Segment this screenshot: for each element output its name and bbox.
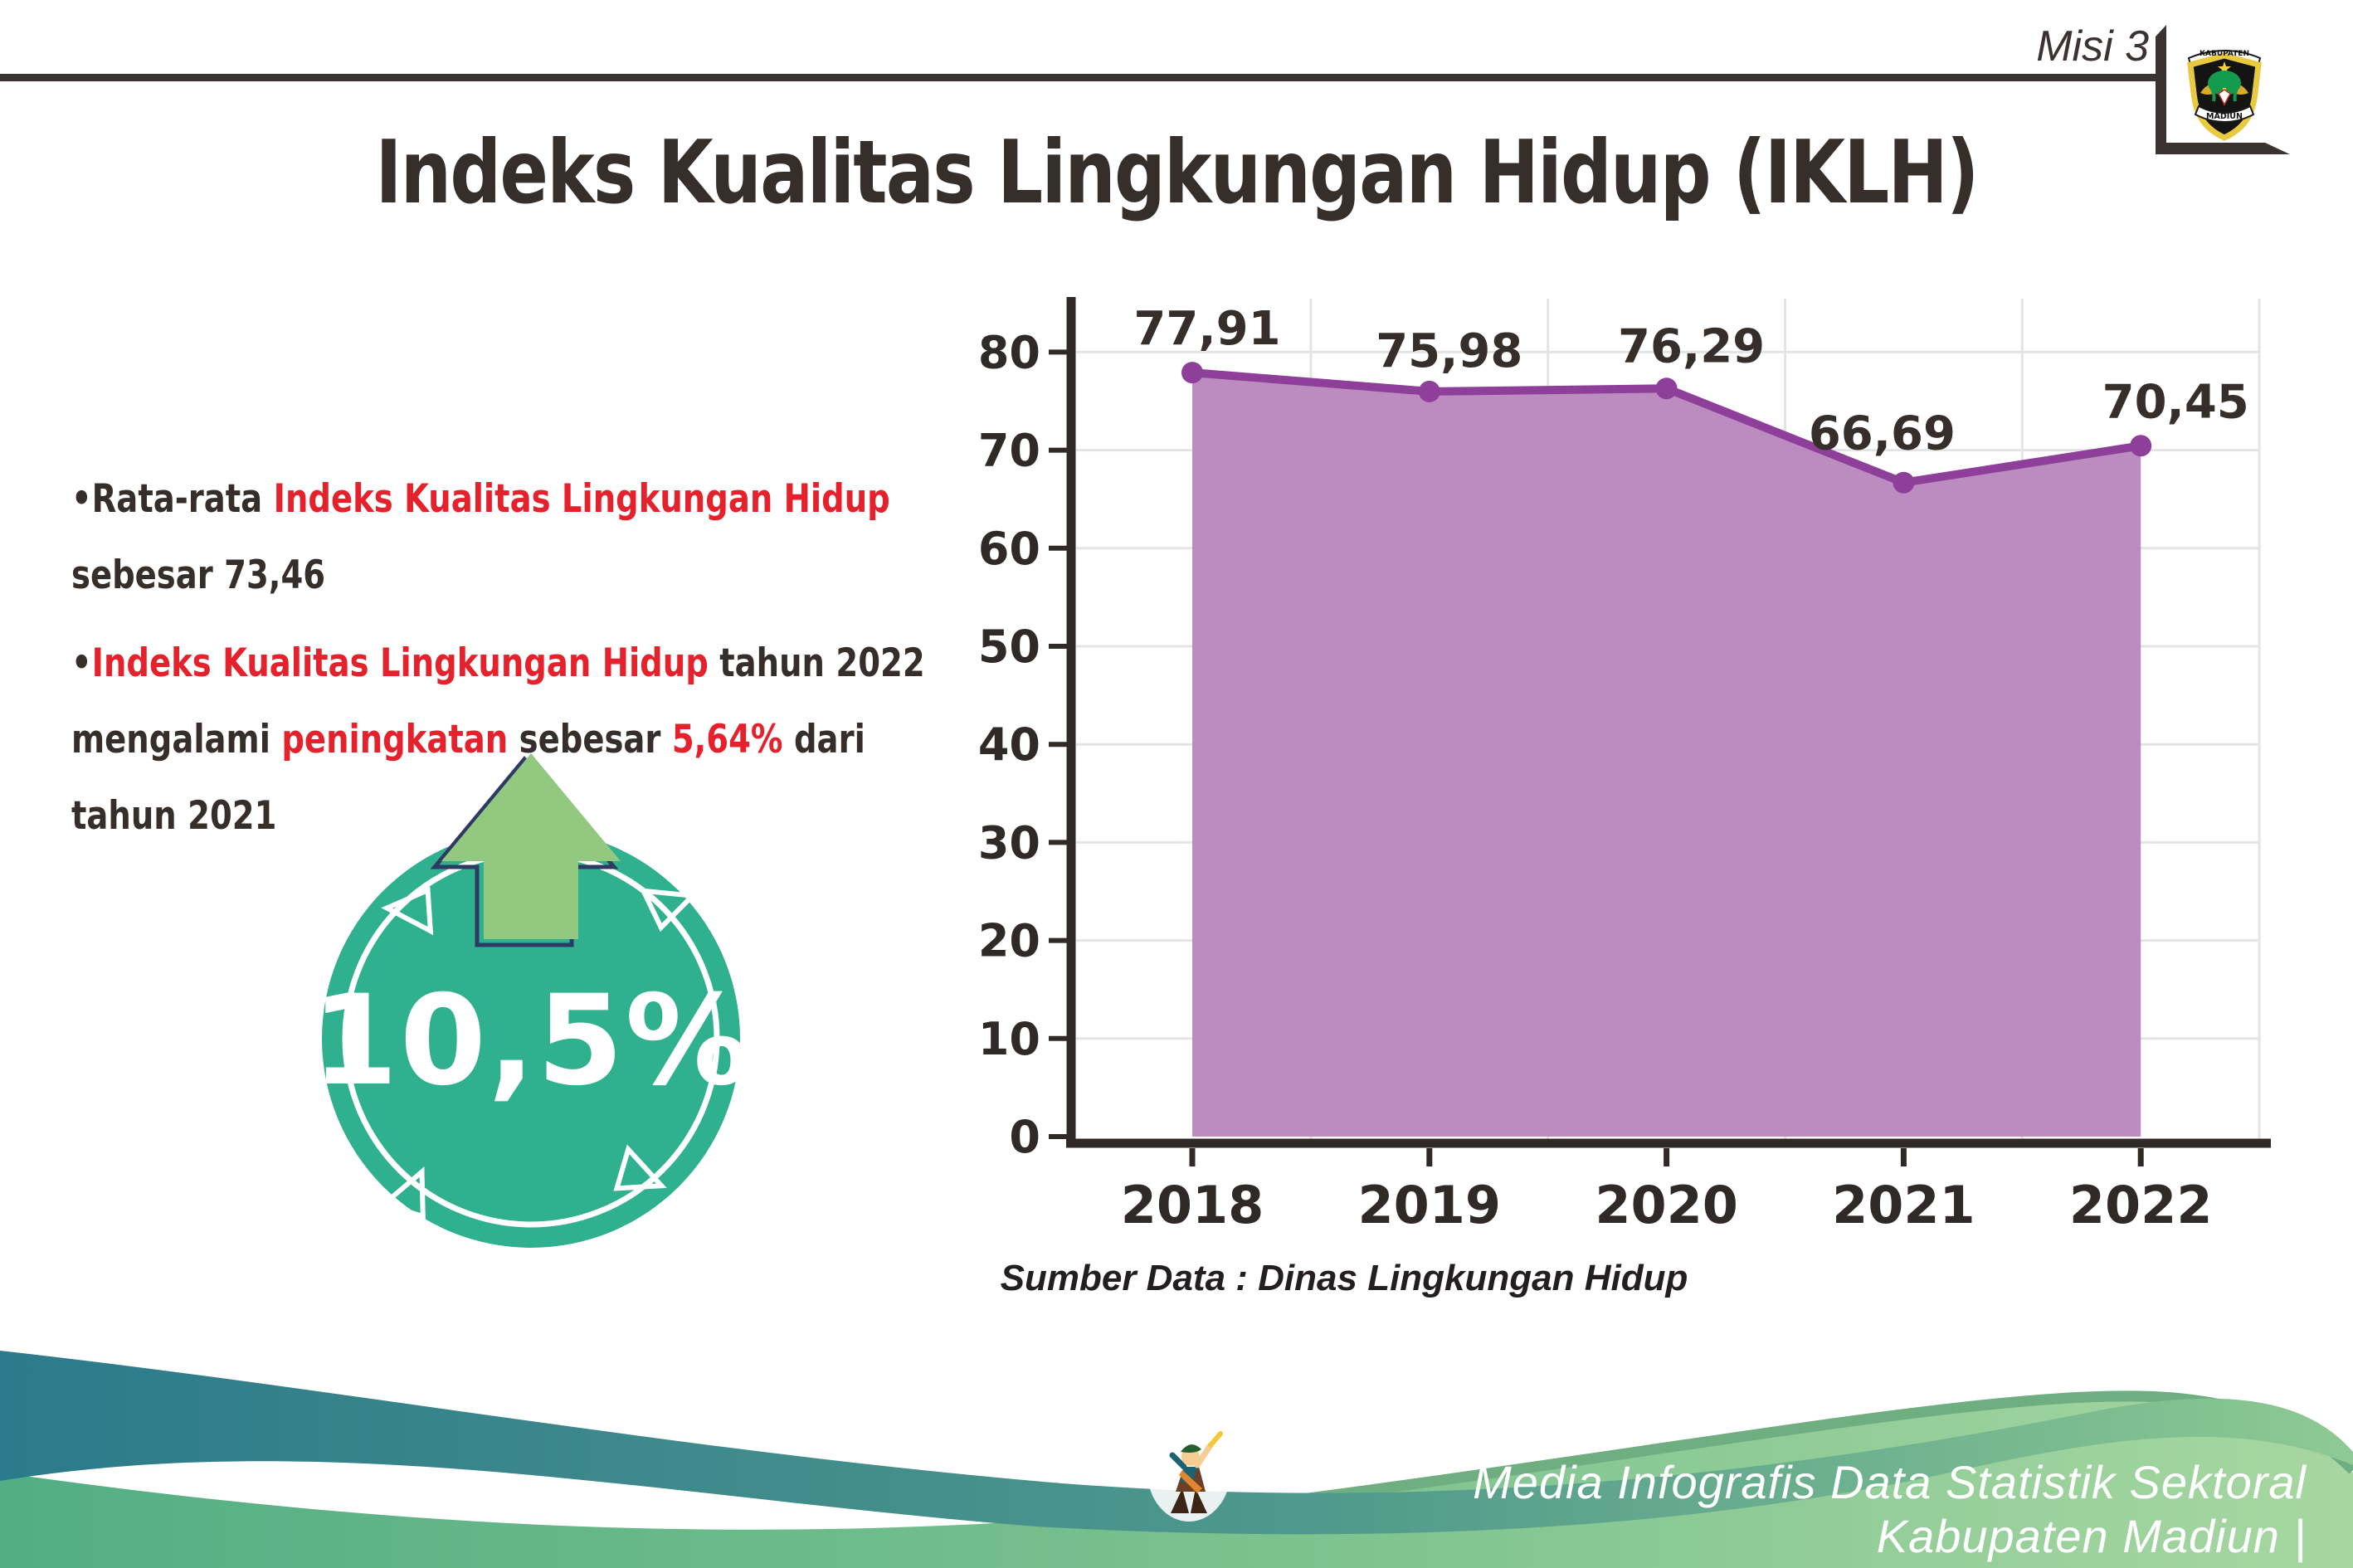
- chart-point: [1418, 380, 1440, 402]
- footer-waves: [0, 1351, 2353, 1568]
- y-tick-label: 10: [978, 1013, 1040, 1065]
- x-tick-label: 2020: [1595, 1175, 1738, 1235]
- footer-teal-wave: [0, 1351, 2353, 1535]
- y-tick-label: 60: [978, 523, 1040, 575]
- badge-sparkle-triangles: [379, 886, 699, 1220]
- footer-green-wave: [0, 1395, 2353, 1568]
- chart-value-label: 76,29: [1618, 319, 1765, 373]
- source-note: Sumber Data : Dinas Lingkungan Hidup: [1000, 1258, 1688, 1298]
- chart-value-label: 77,91: [1133, 302, 1280, 356]
- chart-point: [1893, 471, 1915, 494]
- badge-value: 10,5%: [311, 969, 752, 1113]
- x-tick-label: 2019: [1358, 1175, 1502, 1235]
- footer-credit: Media Infografis Data Statistik Sektoral…: [1473, 1456, 2307, 1562]
- y-tick-label: 40: [978, 718, 1040, 771]
- x-tick-label: 2018: [1121, 1175, 1264, 1235]
- chart-area: [1192, 373, 2141, 1137]
- increase-badge: [322, 753, 740, 1248]
- corner-bracket: [2156, 25, 2290, 154]
- header-rule: [0, 74, 2161, 81]
- x-tick-label: 2022: [2069, 1175, 2213, 1235]
- logo-bottom-text: MADIUN: [2206, 112, 2243, 121]
- y-tick-label: 50: [978, 621, 1040, 673]
- y-tick-label: 0: [1009, 1111, 1040, 1163]
- x-tick-label: 2021: [1832, 1175, 1975, 1235]
- page-title: Indeks Kualitas Lingkungan Hidup (IKLH): [375, 121, 1979, 224]
- chart-value-label: 75,98: [1376, 324, 1522, 378]
- mascot-icon: [1147, 1422, 1230, 1522]
- y-tick-label: 20: [978, 915, 1040, 967]
- chart-value-label: 70,45: [2102, 375, 2249, 429]
- bullet-item: •Indeks Kualitas Lingkungan Hidup tahun …: [71, 640, 925, 839]
- bullet-list: •Rata-rata Indeks Kualitas Lingkungan Hi…: [71, 461, 943, 866]
- iklh-area-chart: 77,91 75,98 76,29 66,69 70,45 0 10 20 30 40 50 60 70…: [978, 297, 2271, 1235]
- badge-circle: [322, 830, 740, 1248]
- kabupaten-madiun-logo: KABUPATEN MADIUN: [2187, 50, 2262, 141]
- chart-value-label: 66,69: [1809, 407, 1956, 461]
- y-tick-label: 70: [978, 425, 1040, 477]
- up-arrow-outline: [430, 756, 619, 947]
- logo-top-text: KABUPATEN: [2200, 50, 2249, 58]
- y-tick-label: 80: [978, 326, 1040, 378]
- bullet-item: •Rata-rata Indeks Kualitas Lingkungan Hi…: [71, 476, 890, 598]
- chart-point: [1655, 377, 1678, 400]
- y-tick-label: 30: [978, 816, 1040, 869]
- chart-point: [1181, 362, 1203, 384]
- up-arrow-icon: [441, 753, 621, 939]
- misi-label: Misi 3: [2036, 22, 2149, 71]
- chart-point: [2130, 435, 2152, 457]
